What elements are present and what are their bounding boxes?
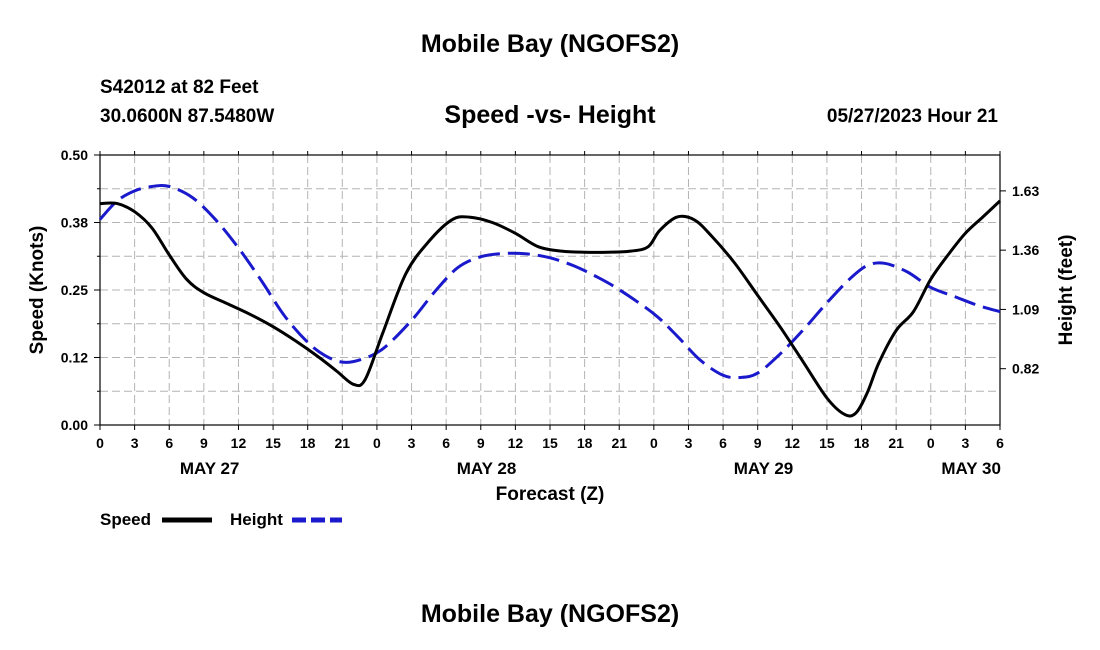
x-tick-label: 0 bbox=[96, 435, 104, 451]
y-tick-label: 0.12 bbox=[61, 350, 88, 366]
y2-tick-label: 1.09 bbox=[1012, 301, 1039, 317]
x-tick-label: 21 bbox=[611, 435, 627, 451]
y2-tick-label: 1.36 bbox=[1012, 242, 1039, 258]
forecast-timestamp: 05/27/2023 Hour 21 bbox=[826, 106, 998, 127]
x-tick-label: 9 bbox=[477, 435, 485, 451]
x-tick-label: 18 bbox=[854, 435, 870, 451]
chart-title: Mobile Bay (NGOFS2) bbox=[420, 30, 680, 58]
x-axis-title: Forecast (Z) bbox=[496, 484, 605, 505]
legend: Speed Height bbox=[100, 510, 342, 529]
y2-axis-title: Height (feet) bbox=[1056, 235, 1077, 346]
y-tick-label: 0.50 bbox=[61, 147, 88, 163]
x-tick-label: 12 bbox=[508, 435, 524, 451]
series-layer bbox=[98, 184, 1002, 418]
day-label: MAY 29 bbox=[734, 459, 794, 478]
y2-tick-label: 0.82 bbox=[1012, 361, 1039, 377]
footer-title: Mobile Bay (NGOFS2) bbox=[420, 600, 680, 628]
station-label: S42012 at 82 Feet bbox=[100, 77, 259, 98]
day-label: MAY 30 bbox=[941, 459, 1001, 478]
x-tick-label: 6 bbox=[719, 435, 727, 451]
y2-tick-label: 1.63 bbox=[1012, 183, 1039, 199]
y-axis-title: Speed (Knots) bbox=[27, 226, 48, 355]
x-tick-label: 6 bbox=[165, 435, 173, 451]
day-label: MAY 27 bbox=[180, 459, 240, 478]
x-tick-label: 12 bbox=[231, 435, 247, 451]
x-tick-label: 15 bbox=[819, 435, 835, 451]
series-line-height bbox=[98, 184, 1001, 380]
x-tick-label: 6 bbox=[996, 435, 1004, 451]
x-tick-label: 3 bbox=[408, 435, 416, 451]
x-tick-label: 12 bbox=[785, 435, 801, 451]
x-tick-label: 0 bbox=[927, 435, 935, 451]
x-tick-label: 15 bbox=[542, 435, 558, 451]
x-tick-label: 9 bbox=[200, 435, 208, 451]
coordinates-label: 30.0600N 87.5480W bbox=[100, 106, 275, 127]
x-tick-label: 9 bbox=[754, 435, 762, 451]
series-line-speed bbox=[99, 199, 1002, 418]
x-tick-label: 3 bbox=[131, 435, 139, 451]
x-tick-label: 3 bbox=[961, 435, 969, 451]
x-tick-label: 0 bbox=[650, 435, 658, 451]
chart-subtitle: Speed -vs- Height bbox=[444, 101, 656, 129]
x-tick-label: 18 bbox=[300, 435, 316, 451]
y-tick-label: 0.00 bbox=[61, 417, 88, 433]
legend-label-speed: Speed bbox=[100, 510, 151, 529]
x-tick-label: 21 bbox=[888, 435, 904, 451]
x-tick-label: 3 bbox=[685, 435, 693, 451]
x-tick-label: 0 bbox=[373, 435, 381, 451]
day-label: MAY 28 bbox=[457, 459, 517, 478]
x-tick-label: 6 bbox=[442, 435, 450, 451]
x-tick-label: 15 bbox=[265, 435, 281, 451]
gridlines bbox=[100, 155, 1000, 425]
legend-label-height: Height bbox=[230, 510, 283, 529]
axes: 0 3 6 9 12 15 18 21 0 3 6 9 12 15 18 21 0 3 6 9 12 15 18 21 0 3 6 0… bbox=[61, 147, 1040, 478]
y-tick-label: 0.38 bbox=[61, 215, 88, 231]
x-tick-label: 18 bbox=[577, 435, 593, 451]
x-tick-label: 21 bbox=[335, 435, 351, 451]
y-tick-label: 0.25 bbox=[61, 282, 88, 298]
